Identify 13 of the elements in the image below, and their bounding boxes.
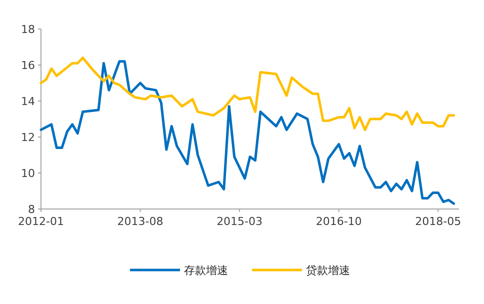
x-tick-label: 2016-10 xyxy=(316,215,362,228)
y-tick-label: 12 xyxy=(21,131,35,144)
x-tick-label: 2012-01 xyxy=(18,215,64,228)
legend-label: 贷款增速 xyxy=(306,264,350,277)
y-tick-label: 18 xyxy=(21,23,35,36)
x-tick-label: 2018-05 xyxy=(415,215,462,228)
x-tick-label: 2013-08 xyxy=(117,215,164,228)
y-tick-label: 14 xyxy=(21,95,35,108)
y-tick-label: 10 xyxy=(21,167,35,180)
y-tick-label: 8 xyxy=(28,203,35,216)
y-tick-label: 16 xyxy=(21,59,35,72)
legend-label: 存款增速 xyxy=(184,264,228,277)
x-tick-label: 2015-03 xyxy=(216,215,263,228)
